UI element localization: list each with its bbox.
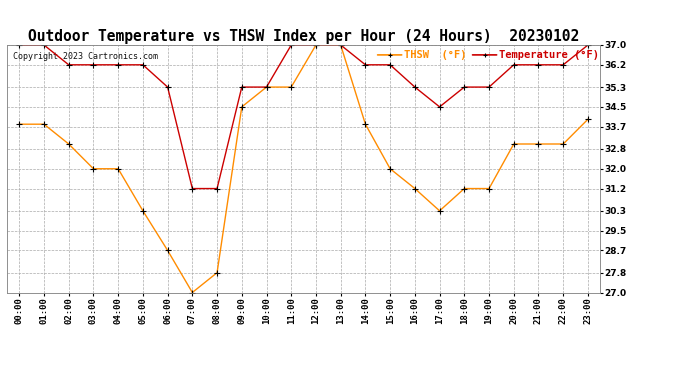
Text: Temperature (°F): Temperature (°F) (500, 50, 600, 60)
Title: Outdoor Temperature vs THSW Index per Hour (24 Hours)  20230102: Outdoor Temperature vs THSW Index per Ho… (28, 29, 579, 44)
Text: Copyright 2023 Cartronics.com: Copyright 2023 Cartronics.com (13, 53, 158, 62)
Text: THSW  (°F): THSW (°F) (404, 50, 467, 60)
